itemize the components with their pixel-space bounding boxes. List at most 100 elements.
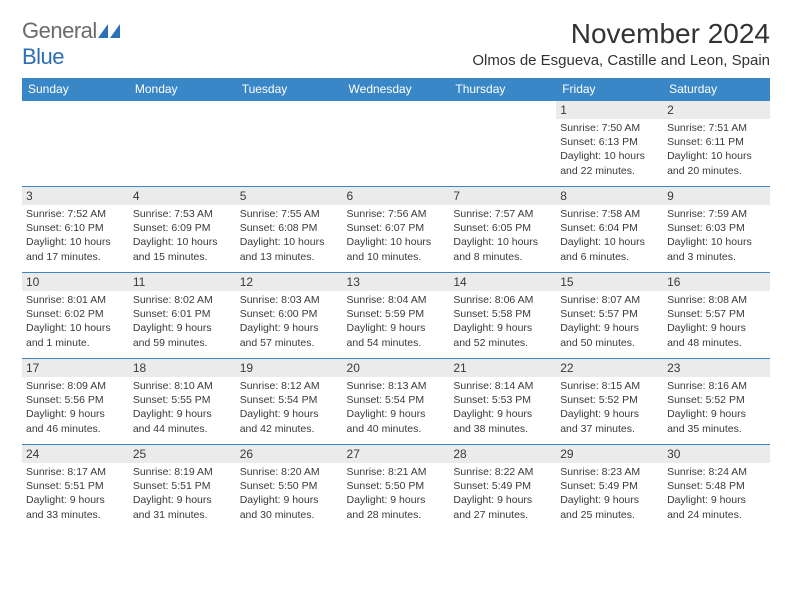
- day-details: Sunrise: 8:08 AMSunset: 5:57 PMDaylight:…: [663, 291, 770, 354]
- day-details: Sunrise: 8:02 AMSunset: 6:01 PMDaylight:…: [129, 291, 236, 354]
- day-details: Sunrise: 7:57 AMSunset: 6:05 PMDaylight:…: [449, 205, 556, 268]
- calendar-cell: 13Sunrise: 8:04 AMSunset: 5:59 PMDayligh…: [343, 273, 450, 359]
- calendar-cell: 26Sunrise: 8:20 AMSunset: 5:50 PMDayligh…: [236, 445, 343, 531]
- calendar-table: SundayMondayTuesdayWednesdayThursdayFrid…: [22, 78, 770, 531]
- day-number: 23: [663, 359, 770, 377]
- day-number: 18: [129, 359, 236, 377]
- weekday-header: Saturday: [663, 78, 770, 101]
- day-details: Sunrise: 7:58 AMSunset: 6:04 PMDaylight:…: [556, 205, 663, 268]
- day-details: Sunrise: 7:53 AMSunset: 6:09 PMDaylight:…: [129, 205, 236, 268]
- calendar-cell: 22Sunrise: 8:15 AMSunset: 5:52 PMDayligh…: [556, 359, 663, 445]
- day-details: Sunrise: 8:19 AMSunset: 5:51 PMDaylight:…: [129, 463, 236, 526]
- day-details: Sunrise: 8:09 AMSunset: 5:56 PMDaylight:…: [22, 377, 129, 440]
- day-number: 5: [236, 187, 343, 205]
- calendar-cell: 1Sunrise: 7:50 AMSunset: 6:13 PMDaylight…: [556, 101, 663, 187]
- weekday-header: Monday: [129, 78, 236, 101]
- title-block: November 2024 Olmos de Esgueva, Castille…: [472, 18, 770, 69]
- logo-part1: General: [22, 18, 97, 43]
- day-number: 2: [663, 101, 770, 119]
- calendar-cell: 14Sunrise: 8:06 AMSunset: 5:58 PMDayligh…: [449, 273, 556, 359]
- day-number: 11: [129, 273, 236, 291]
- day-number: 29: [556, 445, 663, 463]
- calendar-cell: [449, 101, 556, 187]
- calendar-cell: 10Sunrise: 8:01 AMSunset: 6:02 PMDayligh…: [22, 273, 129, 359]
- calendar-cell: 20Sunrise: 8:13 AMSunset: 5:54 PMDayligh…: [343, 359, 450, 445]
- day-number: 19: [236, 359, 343, 377]
- day-number: 17: [22, 359, 129, 377]
- day-number: 14: [449, 273, 556, 291]
- day-number: 21: [449, 359, 556, 377]
- day-details: Sunrise: 8:10 AMSunset: 5:55 PMDaylight:…: [129, 377, 236, 440]
- calendar-cell: 2Sunrise: 7:51 AMSunset: 6:11 PMDaylight…: [663, 101, 770, 187]
- month-title: November 2024: [472, 18, 770, 50]
- calendar-cell: 5Sunrise: 7:55 AMSunset: 6:08 PMDaylight…: [236, 187, 343, 273]
- day-number: 16: [663, 273, 770, 291]
- day-details: Sunrise: 8:21 AMSunset: 5:50 PMDaylight:…: [343, 463, 450, 526]
- logo: General Blue: [22, 18, 120, 70]
- day-number: 20: [343, 359, 450, 377]
- day-details: Sunrise: 8:03 AMSunset: 6:00 PMDaylight:…: [236, 291, 343, 354]
- day-details: Sunrise: 8:16 AMSunset: 5:52 PMDaylight:…: [663, 377, 770, 440]
- day-details: Sunrise: 8:14 AMSunset: 5:53 PMDaylight:…: [449, 377, 556, 440]
- logo-part2: Blue: [22, 44, 64, 69]
- day-number: 10: [22, 273, 129, 291]
- day-number: 27: [343, 445, 450, 463]
- calendar-cell: 21Sunrise: 8:14 AMSunset: 5:53 PMDayligh…: [449, 359, 556, 445]
- weekday-header: Friday: [556, 78, 663, 101]
- day-number: 6: [343, 187, 450, 205]
- calendar-cell: 8Sunrise: 7:58 AMSunset: 6:04 PMDaylight…: [556, 187, 663, 273]
- day-details: Sunrise: 7:52 AMSunset: 6:10 PMDaylight:…: [22, 205, 129, 268]
- calendar-cell: 17Sunrise: 8:09 AMSunset: 5:56 PMDayligh…: [22, 359, 129, 445]
- logo-text: General Blue: [22, 18, 120, 70]
- day-details: Sunrise: 8:15 AMSunset: 5:52 PMDaylight:…: [556, 377, 663, 440]
- day-number: 7: [449, 187, 556, 205]
- calendar-cell: 27Sunrise: 8:21 AMSunset: 5:50 PMDayligh…: [343, 445, 450, 531]
- day-number: 9: [663, 187, 770, 205]
- calendar-cell: 23Sunrise: 8:16 AMSunset: 5:52 PMDayligh…: [663, 359, 770, 445]
- calendar-cell: 9Sunrise: 7:59 AMSunset: 6:03 PMDaylight…: [663, 187, 770, 273]
- day-number: 22: [556, 359, 663, 377]
- day-details: Sunrise: 8:17 AMSunset: 5:51 PMDaylight:…: [22, 463, 129, 526]
- calendar-cell: 3Sunrise: 7:52 AMSunset: 6:10 PMDaylight…: [22, 187, 129, 273]
- day-number: 28: [449, 445, 556, 463]
- logo-sail-icon: [98, 24, 120, 38]
- day-number: 26: [236, 445, 343, 463]
- weekday-header: Thursday: [449, 78, 556, 101]
- day-number: 3: [22, 187, 129, 205]
- location: Olmos de Esgueva, Castille and Leon, Spa…: [472, 52, 770, 69]
- day-details: Sunrise: 7:50 AMSunset: 6:13 PMDaylight:…: [556, 119, 663, 182]
- calendar-cell: 25Sunrise: 8:19 AMSunset: 5:51 PMDayligh…: [129, 445, 236, 531]
- calendar-cell: 29Sunrise: 8:23 AMSunset: 5:49 PMDayligh…: [556, 445, 663, 531]
- calendar-cell: 6Sunrise: 7:56 AMSunset: 6:07 PMDaylight…: [343, 187, 450, 273]
- day-details: Sunrise: 8:13 AMSunset: 5:54 PMDaylight:…: [343, 377, 450, 440]
- day-details: Sunrise: 7:55 AMSunset: 6:08 PMDaylight:…: [236, 205, 343, 268]
- day-number: 8: [556, 187, 663, 205]
- day-details: Sunrise: 7:59 AMSunset: 6:03 PMDaylight:…: [663, 205, 770, 268]
- calendar-cell: 4Sunrise: 7:53 AMSunset: 6:09 PMDaylight…: [129, 187, 236, 273]
- day-details: Sunrise: 7:51 AMSunset: 6:11 PMDaylight:…: [663, 119, 770, 182]
- day-details: Sunrise: 8:24 AMSunset: 5:48 PMDaylight:…: [663, 463, 770, 526]
- calendar-cell: 16Sunrise: 8:08 AMSunset: 5:57 PMDayligh…: [663, 273, 770, 359]
- calendar-cell: 11Sunrise: 8:02 AMSunset: 6:01 PMDayligh…: [129, 273, 236, 359]
- calendar-cell: [236, 101, 343, 187]
- day-details: Sunrise: 7:56 AMSunset: 6:07 PMDaylight:…: [343, 205, 450, 268]
- day-details: Sunrise: 8:23 AMSunset: 5:49 PMDaylight:…: [556, 463, 663, 526]
- day-details: Sunrise: 8:04 AMSunset: 5:59 PMDaylight:…: [343, 291, 450, 354]
- day-details: Sunrise: 8:07 AMSunset: 5:57 PMDaylight:…: [556, 291, 663, 354]
- header: General Blue November 2024 Olmos de Esgu…: [22, 18, 770, 70]
- calendar-cell: 19Sunrise: 8:12 AMSunset: 5:54 PMDayligh…: [236, 359, 343, 445]
- day-number: 13: [343, 273, 450, 291]
- weekday-header: Sunday: [22, 78, 129, 101]
- day-details: Sunrise: 8:12 AMSunset: 5:54 PMDaylight:…: [236, 377, 343, 440]
- day-number: 30: [663, 445, 770, 463]
- day-number: 24: [22, 445, 129, 463]
- calendar-cell: 30Sunrise: 8:24 AMSunset: 5:48 PMDayligh…: [663, 445, 770, 531]
- day-number: 1: [556, 101, 663, 119]
- calendar-cell: 15Sunrise: 8:07 AMSunset: 5:57 PMDayligh…: [556, 273, 663, 359]
- calendar-cell: [129, 101, 236, 187]
- day-number: 15: [556, 273, 663, 291]
- day-details: Sunrise: 8:06 AMSunset: 5:58 PMDaylight:…: [449, 291, 556, 354]
- calendar-cell: [343, 101, 450, 187]
- calendar-cell: 7Sunrise: 7:57 AMSunset: 6:05 PMDaylight…: [449, 187, 556, 273]
- calendar-cell: 12Sunrise: 8:03 AMSunset: 6:00 PMDayligh…: [236, 273, 343, 359]
